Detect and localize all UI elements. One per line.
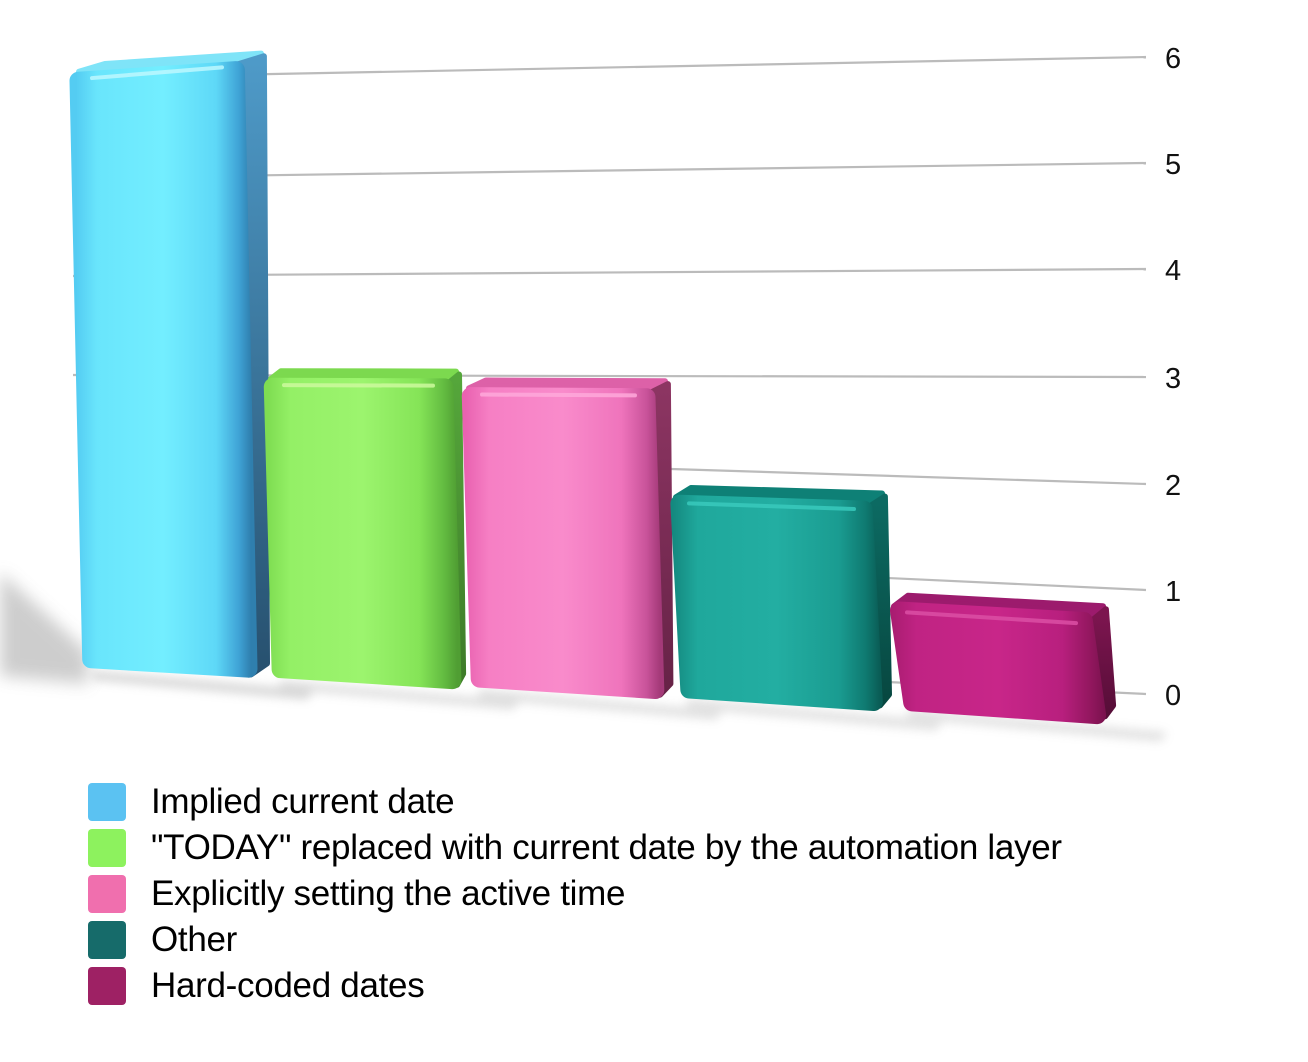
legend-swatch: [88, 829, 126, 867]
legend-item: "TODAY" replaced with current date by th…: [88, 829, 1062, 867]
bar-front-face: [263, 377, 462, 690]
bar-cast-shadow: [908, 709, 1167, 742]
y-tick-label: 6: [1165, 43, 1181, 75]
bar-cast-shadow: [93, 671, 313, 700]
legend-swatch: [88, 967, 126, 1005]
bar-chart: 0 1 2 3 4 5 6: [0, 43, 1181, 742]
legend-item: Hard-coded dates: [88, 967, 1062, 1005]
bar-front-face: [69, 61, 258, 678]
bar-front-face: [890, 601, 1107, 725]
bar-explicitly-setting-the-active-time: [461, 377, 674, 699]
gridline-1: [859, 575, 1147, 592]
bar-implied-current-date: [69, 50, 270, 678]
cast-shadow-left: [0, 572, 88, 684]
y-tick-label: 5: [1165, 149, 1181, 181]
bar-front-face: [461, 387, 665, 699]
bar-today-replaced-with-current-date-by-the-automation-layer: [263, 368, 467, 690]
legend-item: Implied current date: [88, 783, 1062, 821]
y-axis-labels: 0 1 2 3 4 5 6: [1165, 43, 1181, 712]
y-tick-label: 0: [1165, 680, 1181, 712]
legend-swatch: [88, 921, 126, 959]
y-tick-label: 4: [1165, 255, 1181, 287]
y-tick-label: 2: [1165, 470, 1181, 502]
bar-cast-shadow: [687, 698, 942, 731]
legend-label: Other: [151, 920, 238, 959]
legend-item: Explicitly setting the active time: [88, 875, 1062, 913]
bar-other: [670, 485, 892, 711]
legend-label: Explicitly setting the active time: [151, 874, 626, 913]
legend-label: Implied current date: [151, 782, 455, 821]
gridline-2: [579, 465, 1147, 486]
chart-legend: Implied current date "TODAY" replaced wit…: [88, 783, 1062, 1013]
bar-front-face: [670, 494, 883, 711]
bar-top-highlight: [905, 610, 1078, 626]
bar-hard-coded-dates: [890, 592, 1117, 725]
legend-swatch: [88, 875, 126, 913]
legend-label: Hard-coded dates: [151, 966, 425, 1005]
bar-top-highlight: [90, 65, 224, 81]
bar-top-highlight: [480, 392, 637, 398]
y-tick-label: 3: [1165, 363, 1181, 395]
bar-cast-shadow: [479, 689, 722, 720]
bar-top-highlight: [687, 501, 856, 512]
legend-label: "TODAY" replaced with current date by th…: [151, 828, 1062, 867]
legend-item: Other: [88, 921, 1062, 959]
y-tick-label: 1: [1165, 576, 1181, 608]
floor-shadows: [0, 572, 1167, 742]
bar-cast-shadow: [280, 680, 519, 710]
legend-swatch: [88, 783, 126, 821]
